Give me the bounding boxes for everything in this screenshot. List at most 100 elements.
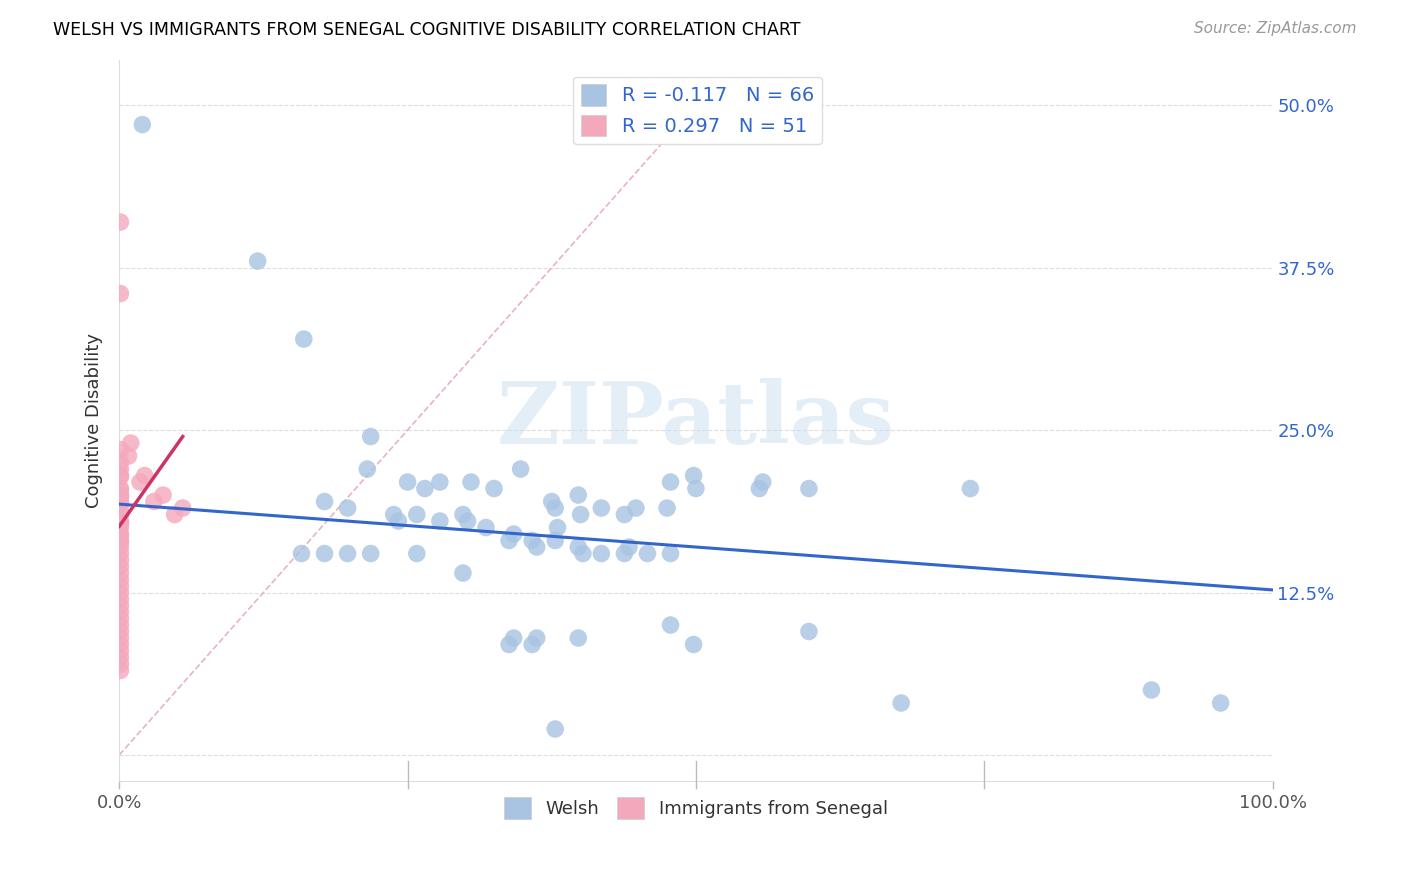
Point — [290, 547, 312, 561]
Point — [110, 501, 132, 516]
Point — [129, 475, 152, 489]
Point — [624, 501, 647, 516]
Point — [110, 528, 132, 542]
Point — [498, 638, 520, 652]
Point — [502, 527, 524, 541]
Point — [959, 482, 981, 496]
Point — [451, 508, 474, 522]
Point — [110, 553, 132, 567]
Point — [567, 540, 589, 554]
Point — [110, 494, 132, 508]
Point — [797, 482, 820, 496]
Point — [110, 664, 132, 678]
Point — [110, 215, 132, 229]
Point — [246, 254, 269, 268]
Point — [110, 547, 132, 561]
Point — [682, 468, 704, 483]
Point — [110, 527, 132, 541]
Point — [509, 462, 531, 476]
Point — [567, 631, 589, 645]
Point — [659, 475, 682, 489]
Point — [502, 631, 524, 645]
Point — [110, 559, 132, 574]
Point — [336, 501, 359, 516]
Point — [544, 501, 567, 516]
Point — [890, 696, 912, 710]
Point — [110, 624, 132, 639]
Point — [544, 722, 567, 736]
Point — [110, 508, 132, 522]
Point — [110, 534, 132, 549]
Point — [110, 516, 132, 531]
Point — [314, 547, 336, 561]
Text: Source: ZipAtlas.com: Source: ZipAtlas.com — [1194, 21, 1357, 36]
Point — [396, 475, 419, 489]
Point — [613, 547, 636, 561]
Point — [110, 592, 132, 607]
Point — [540, 494, 562, 508]
Point — [685, 482, 707, 496]
Point — [382, 508, 405, 522]
Point — [110, 605, 132, 619]
Point — [131, 118, 153, 132]
Point — [110, 540, 132, 554]
Point — [134, 468, 156, 483]
Point — [110, 566, 132, 580]
Point — [120, 436, 142, 450]
Point — [110, 638, 132, 652]
Point — [659, 618, 682, 632]
Point — [682, 638, 704, 652]
Point — [405, 508, 427, 522]
Point — [110, 482, 132, 496]
Point — [752, 475, 775, 489]
Text: ZIPatlas: ZIPatlas — [496, 378, 894, 462]
Point — [110, 462, 132, 476]
Point — [636, 547, 658, 561]
Point — [520, 638, 543, 652]
Point — [460, 475, 482, 489]
Point — [110, 483, 132, 497]
Point — [117, 449, 139, 463]
Point — [413, 482, 436, 496]
Point — [572, 547, 595, 561]
Point — [152, 488, 174, 502]
Point — [569, 508, 592, 522]
Point — [142, 494, 165, 508]
Point — [498, 533, 520, 548]
Point — [110, 533, 132, 548]
Point — [110, 468, 132, 483]
Point — [520, 533, 543, 548]
Point — [591, 547, 613, 561]
Point — [110, 657, 132, 671]
Point — [110, 496, 132, 510]
Point — [314, 494, 336, 508]
Point — [110, 644, 132, 658]
Point — [110, 516, 132, 530]
Point — [110, 470, 132, 484]
Point — [360, 429, 382, 443]
Point — [172, 501, 194, 516]
Y-axis label: Cognitive Disability: Cognitive Disability — [86, 333, 103, 508]
Point — [110, 514, 132, 528]
Point — [591, 501, 613, 516]
Point — [544, 533, 567, 548]
Point — [110, 442, 132, 457]
Point — [163, 508, 186, 522]
Point — [110, 489, 132, 503]
Point — [547, 520, 569, 534]
Point — [457, 514, 479, 528]
Point — [475, 520, 498, 534]
Point — [659, 547, 682, 561]
Point — [797, 624, 820, 639]
Point — [451, 566, 474, 580]
Point — [110, 631, 132, 645]
Point — [110, 579, 132, 593]
Point — [748, 482, 770, 496]
Point — [110, 488, 132, 502]
Point — [110, 650, 132, 665]
Point — [360, 547, 382, 561]
Point — [429, 514, 451, 528]
Point — [336, 547, 359, 561]
Point — [526, 631, 548, 645]
Point — [526, 540, 548, 554]
